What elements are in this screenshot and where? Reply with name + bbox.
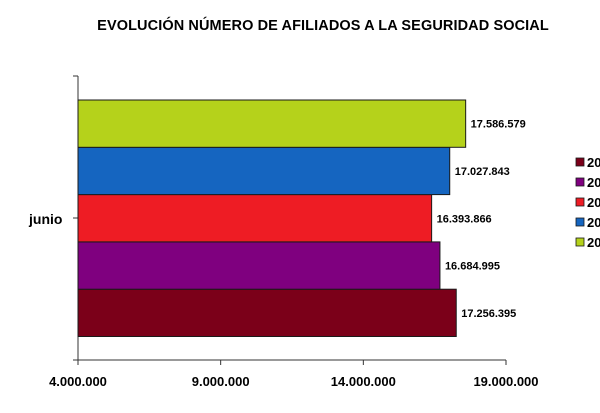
- data-label-series-1: 17.256.395: [461, 308, 516, 320]
- data-labels: 17.256.395 16.684.995 16.393.866 17.027.843…: [437, 119, 526, 320]
- data-label-series-3: 16.393.866: [437, 213, 492, 225]
- legend-swatch-3: [575, 197, 585, 207]
- legend-label-5: 20: [587, 235, 600, 250]
- bar-series-3: [77, 194, 433, 243]
- category-label: junio: [28, 211, 62, 227]
- data-label-series-2: 16.684.995: [445, 261, 500, 273]
- bar-series-2: [77, 241, 441, 290]
- data-label-series-5: 17.586.579: [471, 119, 526, 131]
- bar-series-1: [77, 288, 457, 338]
- legend-swatch-2: [575, 177, 585, 187]
- x-tick-label: 9.000.000: [192, 374, 250, 389]
- legend-label-1: 20: [587, 155, 600, 170]
- bars: [77, 99, 467, 338]
- legend: 20 20 20 20 20: [575, 155, 600, 250]
- legend-label-4: 20: [587, 215, 600, 230]
- legend-label-2: 20: [587, 175, 600, 190]
- legend-label-3: 20: [587, 195, 600, 210]
- x-tick-label: 14.000.000: [331, 374, 396, 389]
- legend-swatch-1: [575, 157, 585, 167]
- legend-swatch-5: [575, 237, 585, 247]
- data-label-series-4: 17.027.843: [455, 166, 510, 178]
- x-tick-label: 4.000.000: [49, 374, 107, 389]
- bar-series-4: [77, 146, 451, 196]
- x-tick-label: 19.000.000: [473, 374, 538, 389]
- chart-title: EVOLUCIÓN NÚMERO DE AFILIADOS A LA SEGUR…: [97, 18, 549, 34]
- legend-swatch-4: [575, 217, 585, 227]
- bar-series-5: [77, 99, 467, 148]
